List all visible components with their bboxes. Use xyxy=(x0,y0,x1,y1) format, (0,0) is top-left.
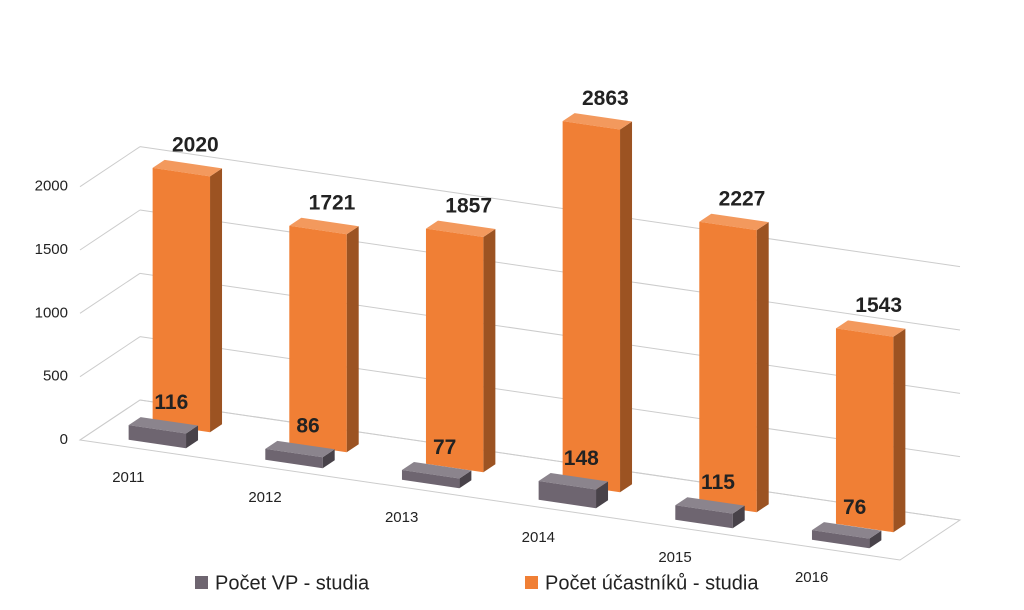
y-tick-label: 1500 xyxy=(35,241,68,258)
bar-side xyxy=(186,425,199,449)
bar xyxy=(152,167,211,433)
bar xyxy=(265,448,323,469)
bar xyxy=(289,225,347,453)
bar xyxy=(562,121,621,493)
bar xyxy=(675,505,733,529)
bar-side xyxy=(869,530,882,549)
bar-top xyxy=(289,217,359,235)
bar-top xyxy=(562,113,633,130)
bar-top xyxy=(675,497,745,514)
value-label: 76 xyxy=(843,496,866,519)
value-label: 1857 xyxy=(445,194,492,217)
x-tick-label: 2011 xyxy=(112,469,144,486)
bar-side xyxy=(322,449,335,469)
bar-top xyxy=(699,213,769,231)
bar xyxy=(811,530,870,549)
bar-top xyxy=(401,462,472,479)
y-tick-label: 0 xyxy=(60,431,68,448)
y-tick-label: 1000 xyxy=(35,304,68,321)
grid-line-side xyxy=(79,272,141,314)
x-tick-label: 2012 xyxy=(248,489,281,506)
bar xyxy=(425,228,484,473)
bar-side xyxy=(732,505,745,529)
bar-side xyxy=(756,222,769,513)
grid-line xyxy=(139,209,961,331)
grid-line xyxy=(139,399,961,521)
grid-line-side xyxy=(79,146,141,188)
x-tick-label: 2015 xyxy=(658,549,691,566)
bar-side xyxy=(210,168,223,433)
bar xyxy=(699,221,757,513)
value-label: 2227 xyxy=(719,187,766,210)
legend-swatch xyxy=(195,576,208,589)
bar-side xyxy=(346,226,359,453)
legend-label: Počet VP - studia xyxy=(215,572,370,594)
bar-side xyxy=(620,121,633,493)
bar-top xyxy=(811,522,882,539)
bar xyxy=(538,481,597,509)
grid-line xyxy=(139,146,961,268)
grid-line xyxy=(139,336,961,458)
y-tick-label: 2000 xyxy=(35,178,68,195)
bar-top xyxy=(835,320,906,337)
value-label: 1543 xyxy=(855,294,902,317)
x-tick-label: 2014 xyxy=(522,529,555,546)
value-label: 2863 xyxy=(582,87,629,110)
x-tick-label: 2013 xyxy=(385,509,418,526)
legend-swatch xyxy=(525,576,538,589)
value-label: 2020 xyxy=(172,134,219,157)
value-label: 77 xyxy=(433,436,456,459)
bar-top xyxy=(128,417,199,434)
grid-line-side xyxy=(79,336,141,378)
bar xyxy=(128,425,187,449)
y-tick-label: 500 xyxy=(43,368,68,385)
bar-side xyxy=(893,328,906,533)
bar-top xyxy=(265,440,335,458)
value-label: 148 xyxy=(564,447,599,470)
bar-side xyxy=(596,481,609,509)
legend-label: Počet účastníků - studia xyxy=(545,572,759,594)
grid-line xyxy=(139,272,961,394)
bar-top xyxy=(538,473,609,490)
value-label: 86 xyxy=(296,415,319,438)
value-label: 115 xyxy=(701,471,735,494)
bar xyxy=(401,470,460,489)
grid-line-side xyxy=(79,399,141,441)
x-tick-label: 2016 xyxy=(795,569,828,586)
bar-top xyxy=(425,220,496,237)
value-label: 116 xyxy=(154,391,188,414)
value-label: 1721 xyxy=(309,192,356,215)
bar xyxy=(835,328,894,533)
grid-line-side xyxy=(79,209,141,251)
bar-side xyxy=(483,228,496,473)
bar-top xyxy=(152,159,223,177)
bar-side xyxy=(459,470,472,489)
